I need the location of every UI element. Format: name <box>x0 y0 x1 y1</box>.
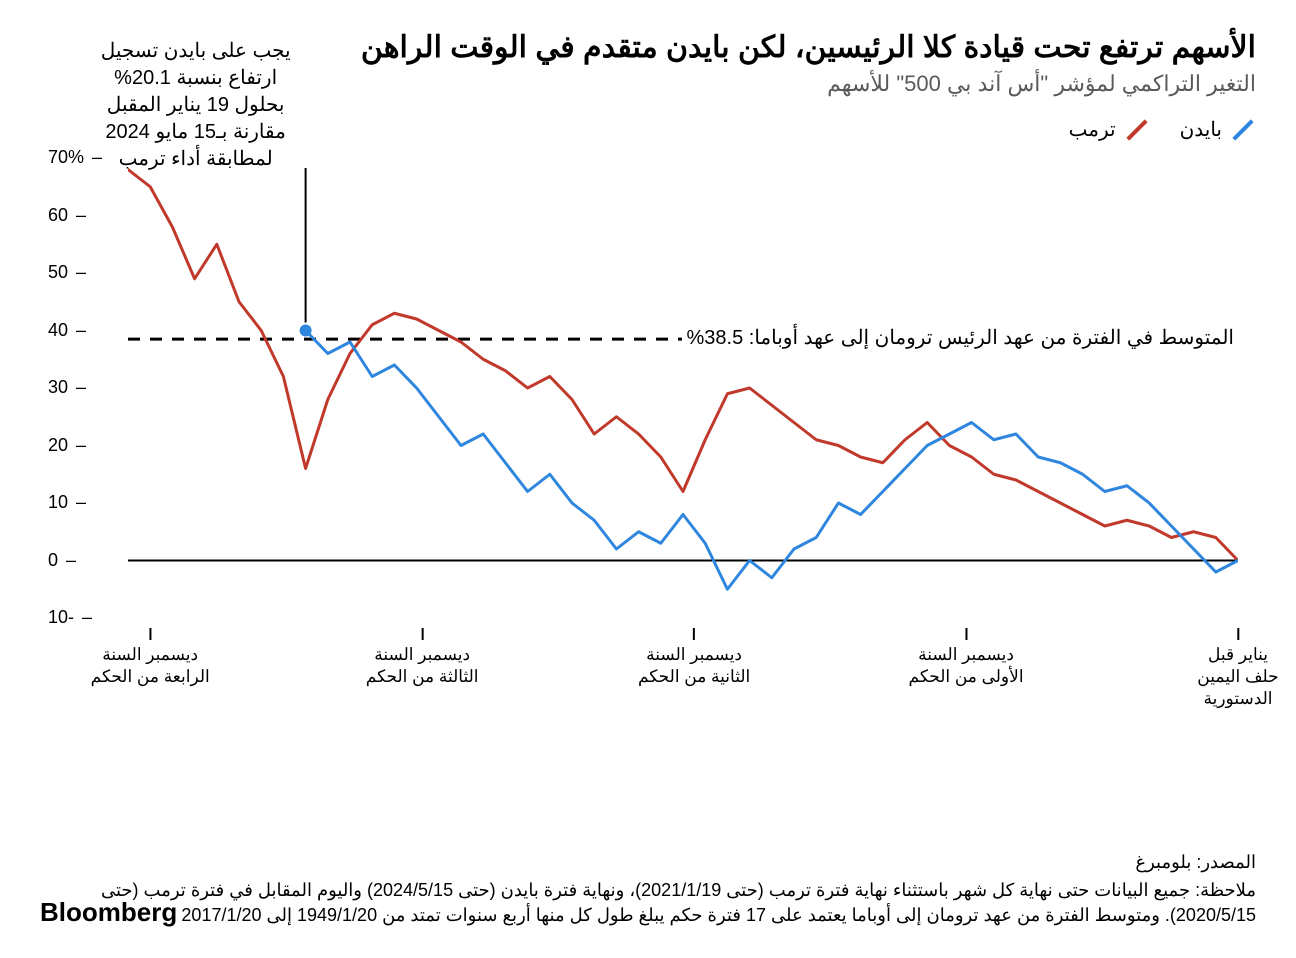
brand-logo: Bloomberg <box>40 897 177 928</box>
chart-area: 10-–0–10–20–30–40–50–60–70%– المتوسط في … <box>48 158 1248 678</box>
chart-footer: المصدر: بلومبرغ ملاحظة: جميع البيانات حت… <box>40 850 1256 928</box>
x-tick: ديسمبر السنةالأولى من الحكم <box>909 628 1024 688</box>
y-tick: 20– <box>48 435 86 456</box>
y-tick: 40– <box>48 320 86 341</box>
average-line-label: المتوسط في الفترة من عهد الرئيس ترومان إ… <box>682 325 1238 350</box>
legend-label-trump: ترمب <box>1069 117 1116 142</box>
legend-item-biden: بايدن <box>1180 117 1256 142</box>
chart-container: الأسهم ترتفع تحت قيادة كلا الرئيسين، لكن… <box>0 0 1296 958</box>
y-tick: 10– <box>48 492 86 513</box>
source-text: المصدر: بلومبرغ <box>40 850 1256 875</box>
y-tick: 70%– <box>48 147 102 168</box>
x-tick: ديسمبر السنةالثالثة من الحكم <box>366 628 479 688</box>
legend-item-trump: ترمب <box>1069 117 1150 142</box>
y-tick: 30– <box>48 377 86 398</box>
note-text: ملاحظة: جميع البيانات حتى نهاية كل شهر ب… <box>40 878 1256 928</box>
x-axis: يناير قبلحلف اليمينالدستوريةديسمبر السنة… <box>128 628 1238 718</box>
chart-annotation: يجب على بايدن تسجيلارتفاع بنسبة 20.1%بحل… <box>101 38 291 173</box>
y-axis: 10-–0–10–20–30–40–50–60–70%– <box>48 158 118 678</box>
legend-swatch-biden <box>1232 119 1253 140</box>
x-tick: يناير قبلحلف اليمينالدستورية <box>1197 628 1278 710</box>
y-tick: 0– <box>48 550 76 571</box>
chart-svg <box>128 158 1238 618</box>
y-tick: 60– <box>48 205 86 226</box>
x-tick: ديسمبر السنةالثانية من الحكم <box>638 628 750 688</box>
x-tick: ديسمبر السنةالرابعة من الحكم <box>91 628 210 688</box>
y-tick: 10-– <box>48 607 92 628</box>
plot-area: المتوسط في الفترة من عهد الرئيس ترومان إ… <box>128 158 1238 618</box>
y-tick: 50– <box>48 262 86 283</box>
legend-swatch-trump <box>1126 119 1147 140</box>
legend-label-biden: بايدن <box>1180 117 1222 142</box>
